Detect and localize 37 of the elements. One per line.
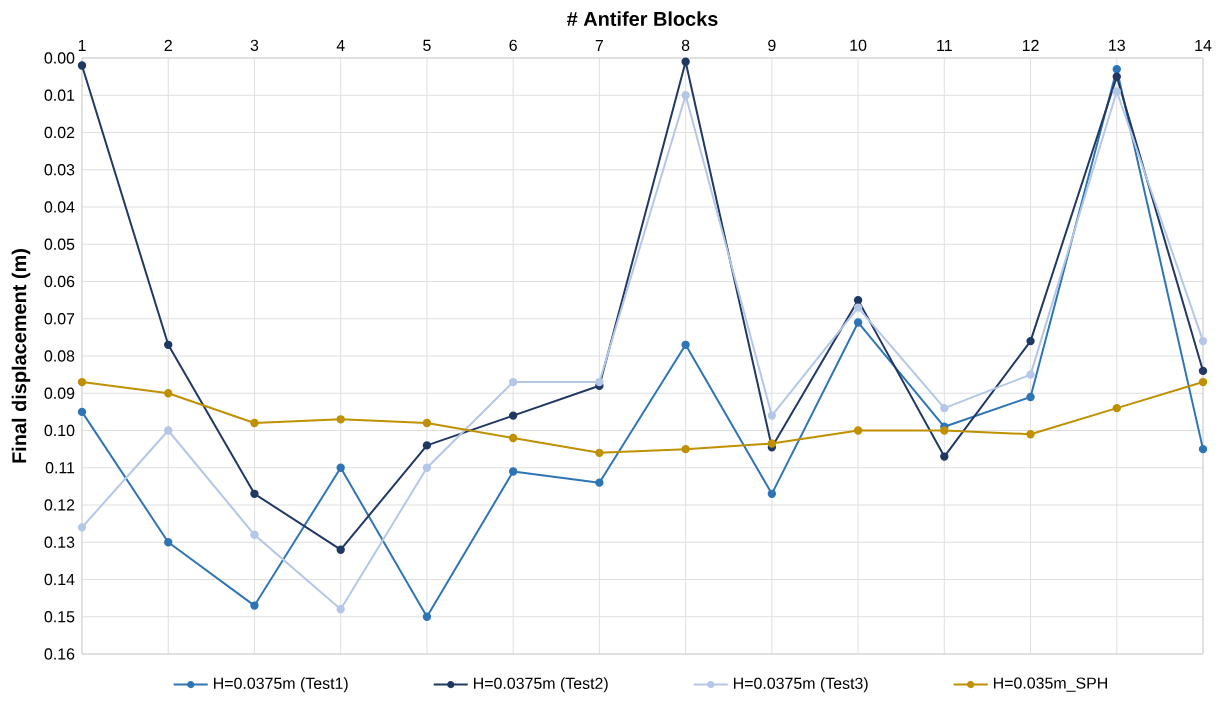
y-tick-label: 0.14: [44, 573, 75, 586]
y-tick-label: 0.04: [44, 201, 75, 213]
y-tick-label: 0.07: [44, 313, 75, 325]
x-tick-label: 7: [595, 39, 604, 51]
x-tick-label: 8: [681, 39, 690, 51]
legend-label: H=0.0375m (Test3): [733, 677, 868, 693]
x-tick-label: 6: [509, 39, 517, 51]
x-tick-label: 10: [850, 39, 867, 51]
x-tick-label: 14: [1195, 39, 1212, 51]
x-axis-title: # Antifer Blocks: [567, 11, 718, 26]
y-tick-label: 0.06: [44, 275, 75, 288]
y-tick-label: 0.11: [45, 462, 75, 474]
x-tick-label: 11: [937, 39, 952, 51]
legend-label: H=0.0375m (Test1): [214, 677, 348, 693]
legend-label: H=0.035m_SPH: [993, 677, 1107, 692]
y-tick-label: 0.05: [44, 238, 75, 250]
y-tick-label: 0.16: [44, 648, 75, 660]
x-tick-label: 1: [78, 39, 86, 51]
legend-label: H=0.0375m (Test2): [474, 677, 608, 693]
y-tick-label: 0.02: [44, 126, 75, 139]
x-tick-label: 12: [1022, 39, 1039, 51]
y-tick-label: 0.00: [44, 52, 75, 64]
x-tick-label: 4: [336, 39, 345, 51]
y-tick-label: 0.01: [44, 89, 75, 101]
y-tick-label: 0.13: [44, 536, 75, 548]
y-tick-label: 0.15: [44, 611, 75, 623]
y-tick-label: 0.12: [44, 499, 75, 511]
x-tick-label: 3: [250, 39, 259, 51]
y-tick-label: 0.10: [44, 424, 75, 437]
y-tick-label: 0.09: [44, 387, 75, 399]
x-tick-label: 5: [423, 39, 431, 51]
x-tick-label: 2: [164, 39, 172, 51]
x-tick-label: 9: [768, 39, 776, 51]
y-axis-title: Final displacement (m): [11, 249, 31, 463]
y-tick-label: 0.03: [44, 164, 75, 176]
y-tick-label: 0.08: [44, 350, 75, 362]
x-tick-label: 13: [1109, 39, 1125, 51]
